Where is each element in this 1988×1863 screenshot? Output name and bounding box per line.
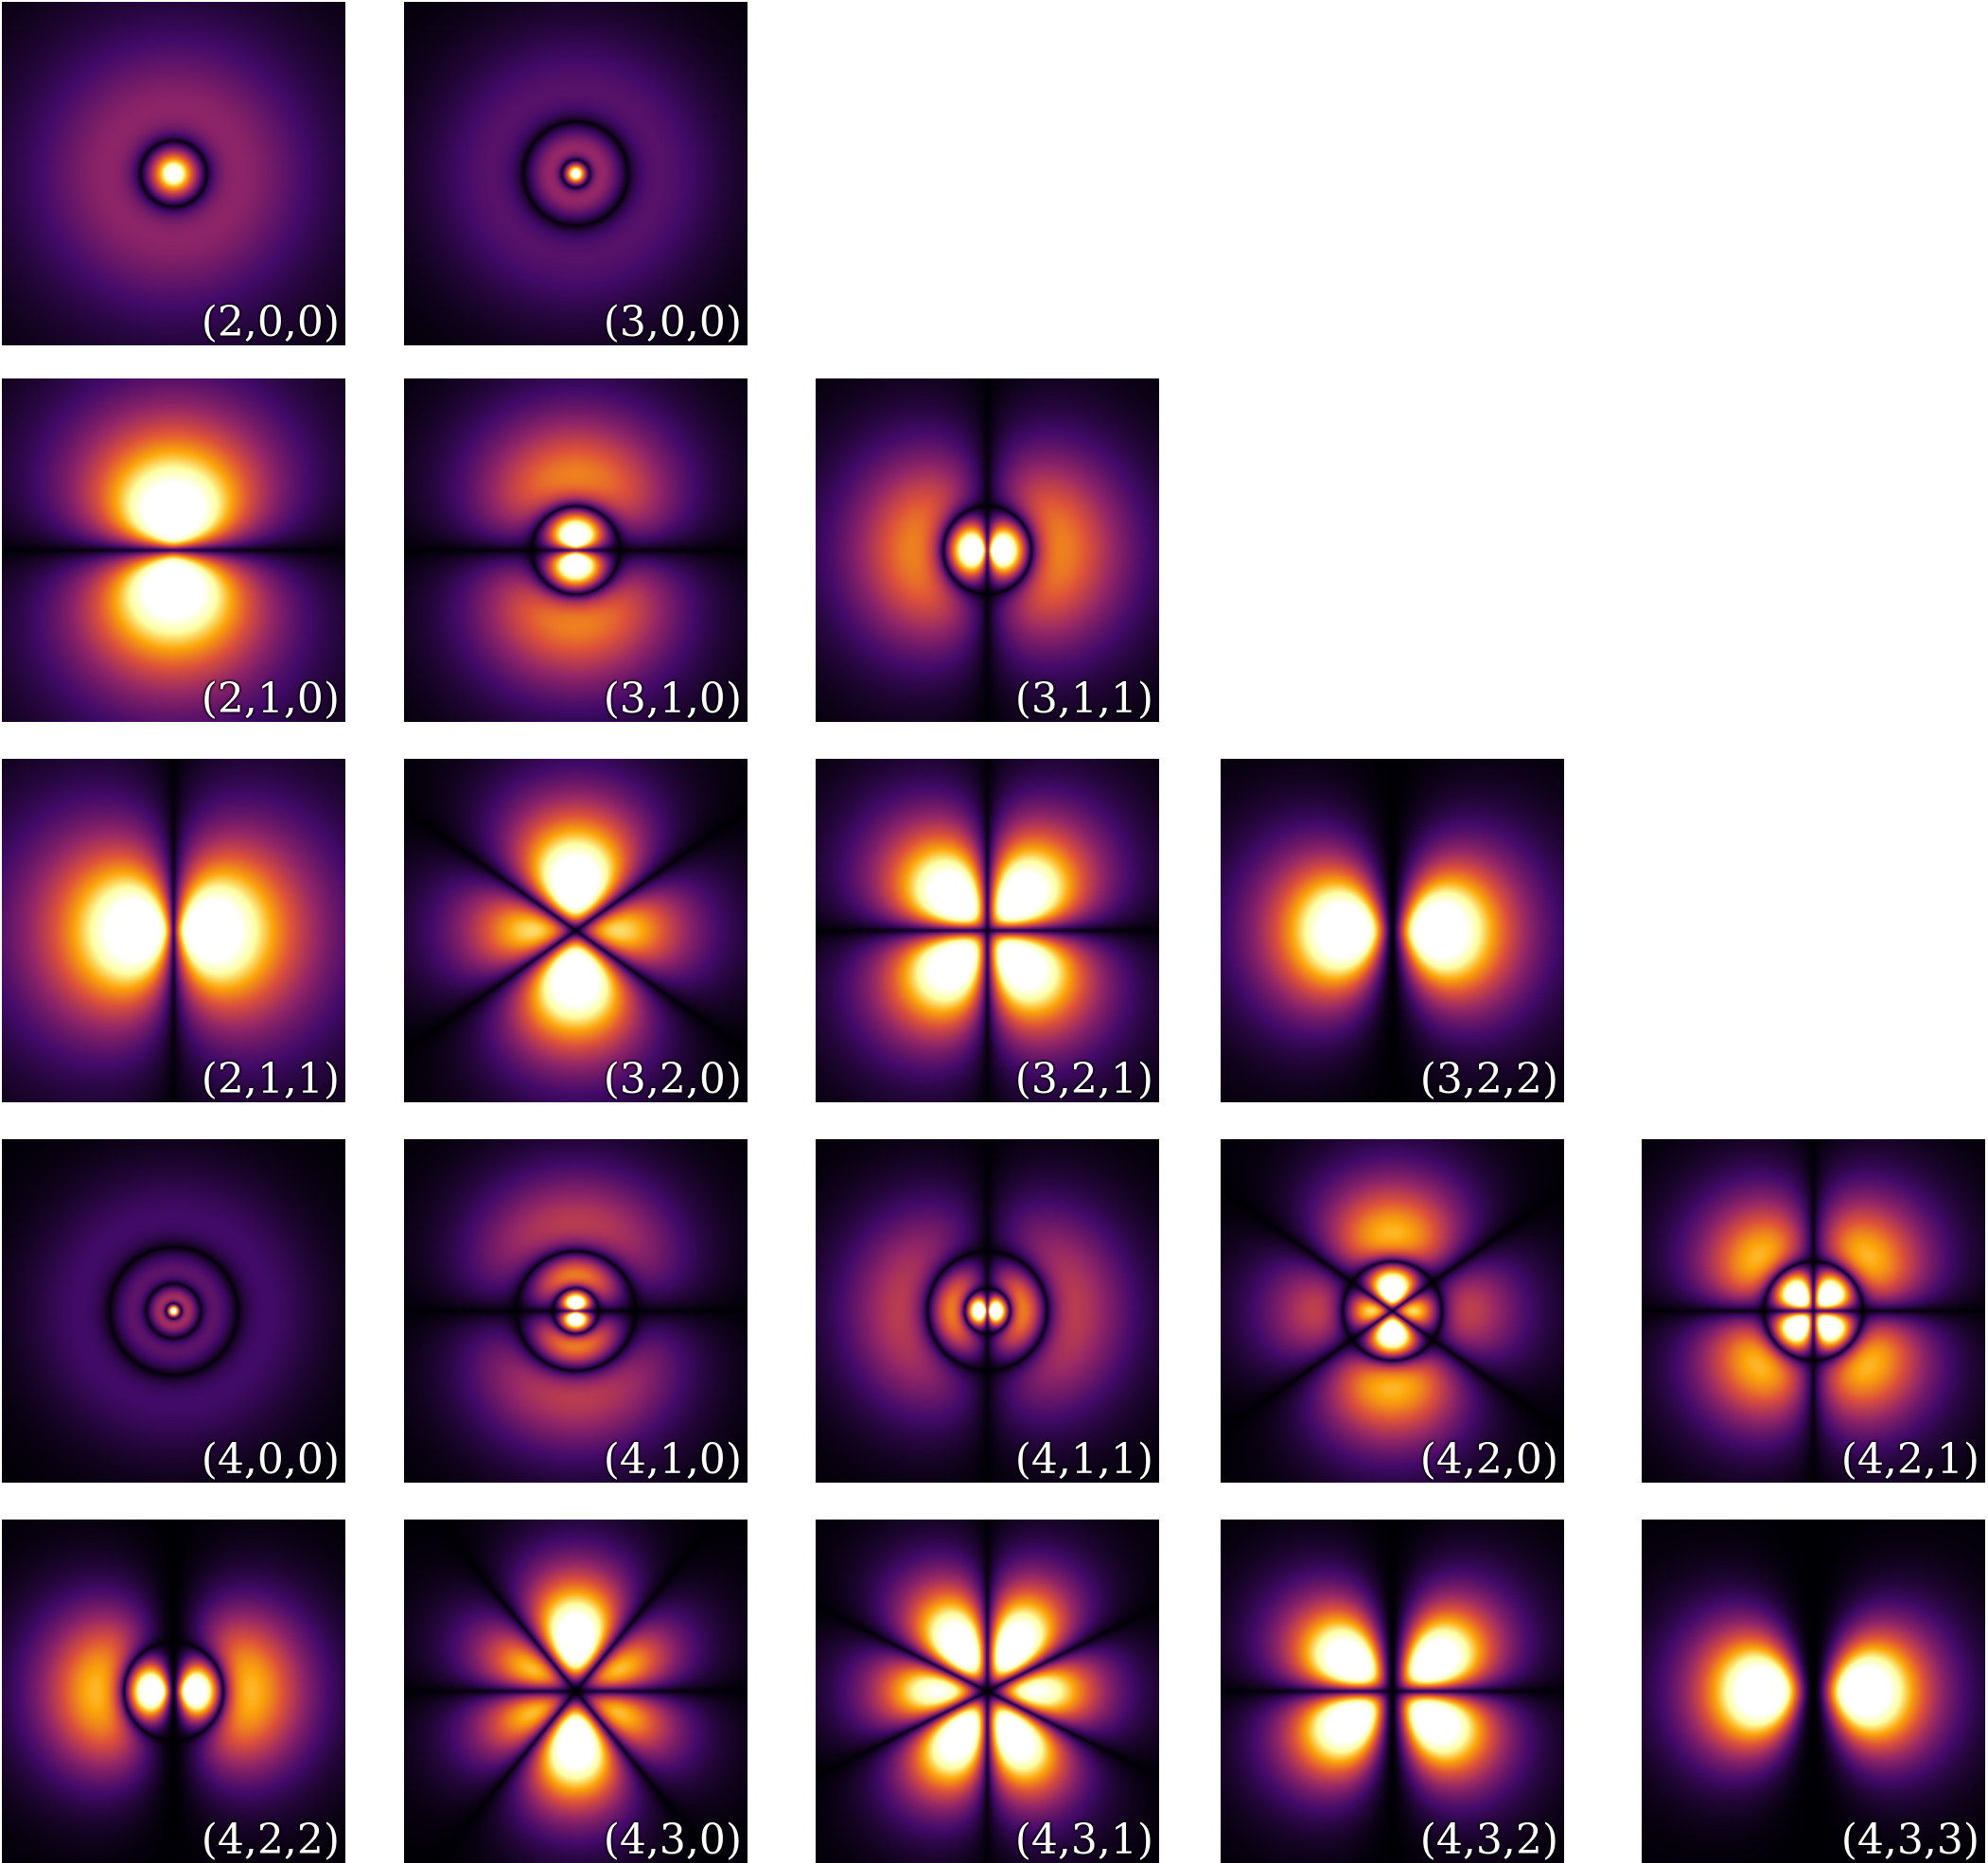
orbital-label: (3,2,0) bbox=[603, 1055, 742, 1102]
orbital-label: (3,2,1) bbox=[1014, 1055, 1153, 1102]
orbital-label: (3,2,2) bbox=[1419, 1055, 1558, 1102]
orbital-label: (4,3,0) bbox=[603, 1816, 742, 1863]
orbital-image-4-2-1 bbox=[1642, 1139, 1985, 1483]
orbital-label: (4,1,1) bbox=[1014, 1435, 1153, 1483]
orbital-label: (3,1,0) bbox=[603, 675, 742, 722]
orbital-tile-4-2-0: (4,2,0) bbox=[1221, 1139, 1564, 1483]
orbital-tile-3-2-0: (3,2,0) bbox=[404, 759, 748, 1102]
orbital-tile-4-2-2: (4,2,2) bbox=[2, 1520, 345, 1863]
orbital-image-4-1-1 bbox=[816, 1139, 1159, 1483]
orbital-image-4-2-0 bbox=[1221, 1139, 1564, 1483]
orbital-label: (4,3,1) bbox=[1014, 1816, 1153, 1863]
orbital-tile-4-1-0: (4,1,0) bbox=[404, 1139, 748, 1483]
orbital-image-4-0-0 bbox=[2, 1139, 345, 1483]
orbital-label: (2,1,1) bbox=[201, 1055, 340, 1102]
orbital-label: (4,2,1) bbox=[1840, 1435, 1979, 1483]
orbital-label: (3,1,1) bbox=[1014, 675, 1153, 722]
orbital-label: (4,2,0) bbox=[1419, 1435, 1558, 1483]
orbital-tile-3-2-2: (3,2,2) bbox=[1221, 759, 1564, 1102]
orbital-label: (4,2,2) bbox=[201, 1816, 340, 1863]
orbital-image-4-3-3 bbox=[1642, 1520, 1985, 1863]
orbital-image-4-2-2 bbox=[2, 1520, 345, 1863]
orbital-tile-4-2-1: (4,2,1) bbox=[1642, 1139, 1985, 1483]
orbital-image-3-2-2 bbox=[1221, 759, 1564, 1102]
orbital-image-2-0-0 bbox=[2, 2, 345, 345]
orbital-label: (4,3,2) bbox=[1419, 1816, 1558, 1863]
orbital-label: (4,3,3) bbox=[1840, 1816, 1979, 1863]
orbital-image-4-3-1 bbox=[816, 1520, 1159, 1863]
orbital-tile-2-1-0: (2,1,0) bbox=[2, 378, 345, 722]
orbital-image-3-1-0 bbox=[404, 378, 748, 722]
orbital-label: (2,0,0) bbox=[201, 298, 340, 345]
orbital-label: (2,1,0) bbox=[201, 675, 340, 722]
orbital-image-3-2-1 bbox=[816, 759, 1159, 1102]
orbital-image-2-1-1 bbox=[2, 759, 345, 1102]
orbital-tile-3-0-0: (3,0,0) bbox=[404, 2, 748, 345]
orbital-tile-3-1-1: (3,1,1) bbox=[816, 378, 1159, 722]
orbital-image-4-3-2 bbox=[1221, 1520, 1564, 1863]
orbital-label: (4,1,0) bbox=[603, 1435, 742, 1483]
orbital-image-3-0-0 bbox=[404, 2, 748, 345]
orbital-tile-4-3-0: (4,3,0) bbox=[404, 1520, 748, 1863]
orbital-tile-2-0-0: (2,0,0) bbox=[2, 2, 345, 345]
orbital-image-3-2-0 bbox=[404, 759, 748, 1102]
orbital-label: (3,0,0) bbox=[603, 298, 742, 345]
orbital-image-3-1-1 bbox=[816, 378, 1159, 722]
orbital-tile-2-1-1: (2,1,1) bbox=[2, 759, 345, 1102]
orbital-image-2-1-0 bbox=[2, 378, 345, 722]
orbital-tile-3-1-0: (3,1,0) bbox=[404, 378, 748, 722]
orbital-tile-4-0-0: (4,0,0) bbox=[2, 1139, 345, 1483]
orbital-image-4-3-0 bbox=[404, 1520, 748, 1863]
orbital-tile-4-1-1: (4,1,1) bbox=[816, 1139, 1159, 1483]
orbital-tile-4-3-3: (4,3,3) bbox=[1642, 1520, 1985, 1863]
orbital-tile-3-2-1: (3,2,1) bbox=[816, 759, 1159, 1102]
orbital-image-4-1-0 bbox=[404, 1139, 748, 1483]
orbital-tile-4-3-2: (4,3,2) bbox=[1221, 1520, 1564, 1863]
orbital-label: (4,0,0) bbox=[201, 1435, 340, 1483]
orbital-tile-4-3-1: (4,3,1) bbox=[816, 1520, 1159, 1863]
